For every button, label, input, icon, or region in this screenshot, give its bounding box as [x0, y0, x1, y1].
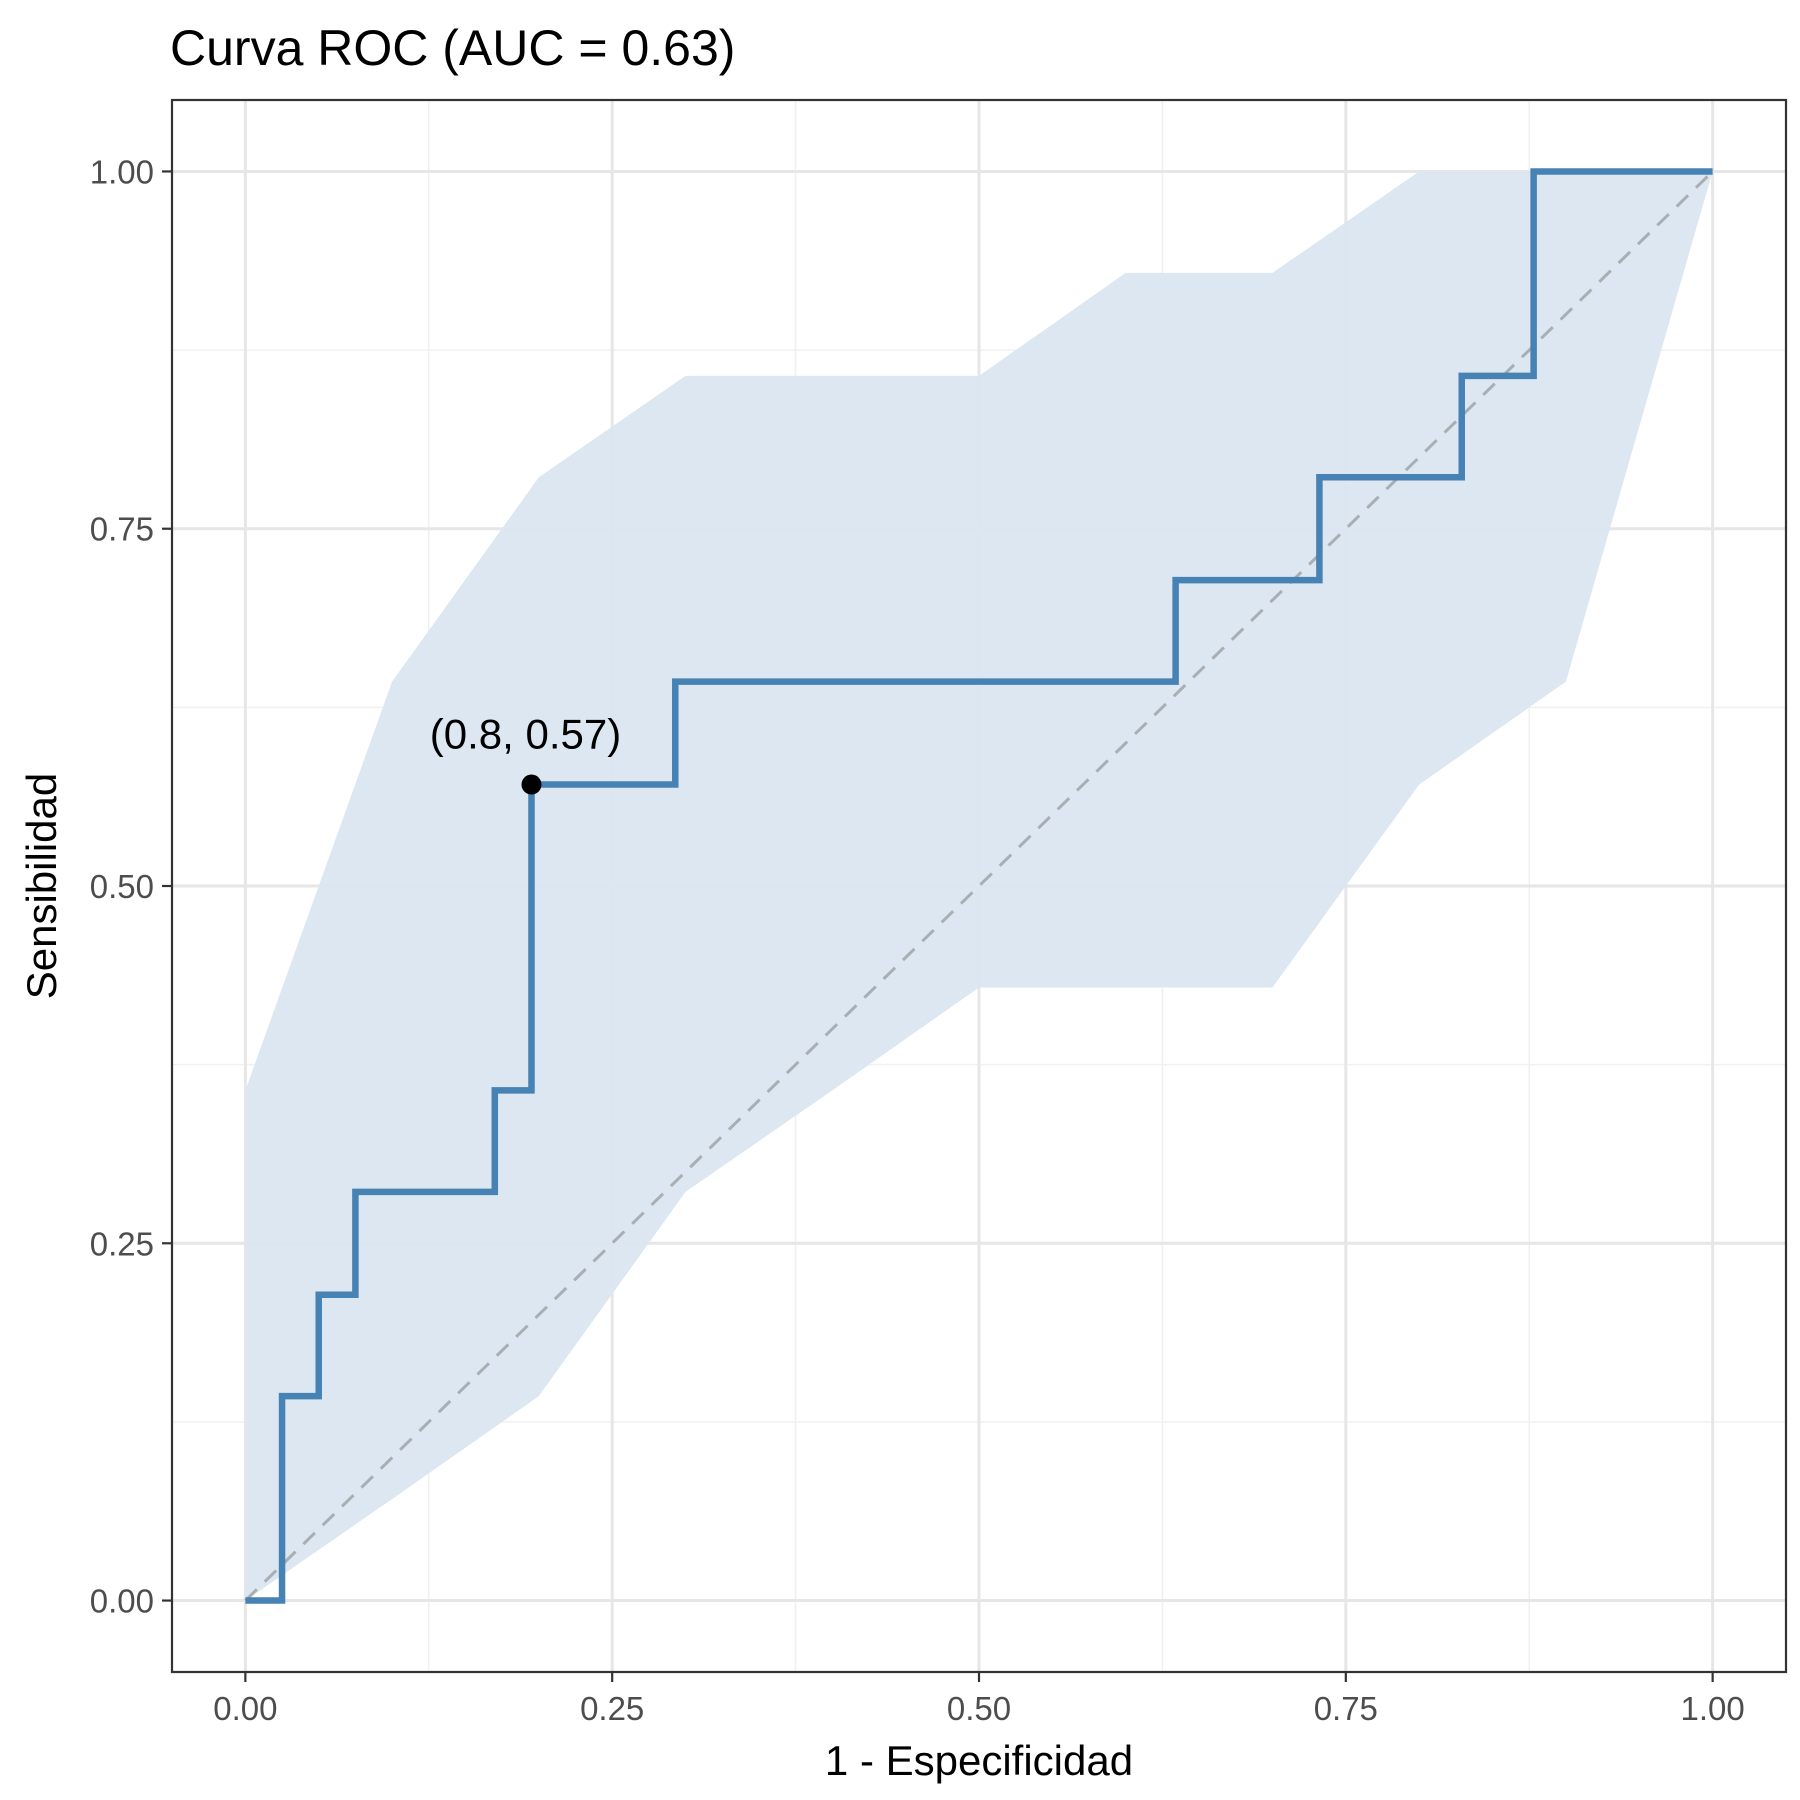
optimal-point-marker — [521, 774, 542, 795]
x-tick-label: 0.75 — [1314, 1690, 1378, 1727]
x-tick-label: 0.25 — [580, 1690, 644, 1727]
x-tick-label: 1.00 — [1681, 1690, 1745, 1727]
y-tick-label: 0.00 — [90, 1583, 154, 1620]
y-tick-label: 0.50 — [90, 868, 154, 905]
confidence-band-area — [245, 171, 1713, 1601]
roc-curve — [245, 168, 1713, 1604]
x-tick-label: 0.50 — [947, 1690, 1011, 1727]
y-tick-label: 1.00 — [90, 153, 154, 190]
y-axis-label: Sensibilidad — [18, 773, 65, 1000]
y-tick-label: 0.25 — [90, 1225, 154, 1262]
x-tick-label: 0.00 — [213, 1690, 277, 1727]
reference-diagonal — [244, 170, 1714, 1602]
chart-title: Curva ROC (AUC = 0.63) — [170, 20, 735, 76]
y-tick-label: 0.75 — [90, 511, 154, 548]
confidence-band — [245, 171, 1713, 1601]
roc-step-line — [245, 168, 1713, 1604]
diagonal-line — [244, 170, 1714, 1602]
x-axis-label: 1 - Especificidad — [825, 1737, 1133, 1784]
optimal-point-label: (0.8, 0.57) — [430, 711, 621, 758]
axis-ticks: 0.00 0.25 0.50 0.75 1.00 0.00 0.25 0.50 0.75 1.00 — [90, 153, 1745, 1727]
optimal-point: (0.8, 0.57) — [430, 711, 621, 795]
